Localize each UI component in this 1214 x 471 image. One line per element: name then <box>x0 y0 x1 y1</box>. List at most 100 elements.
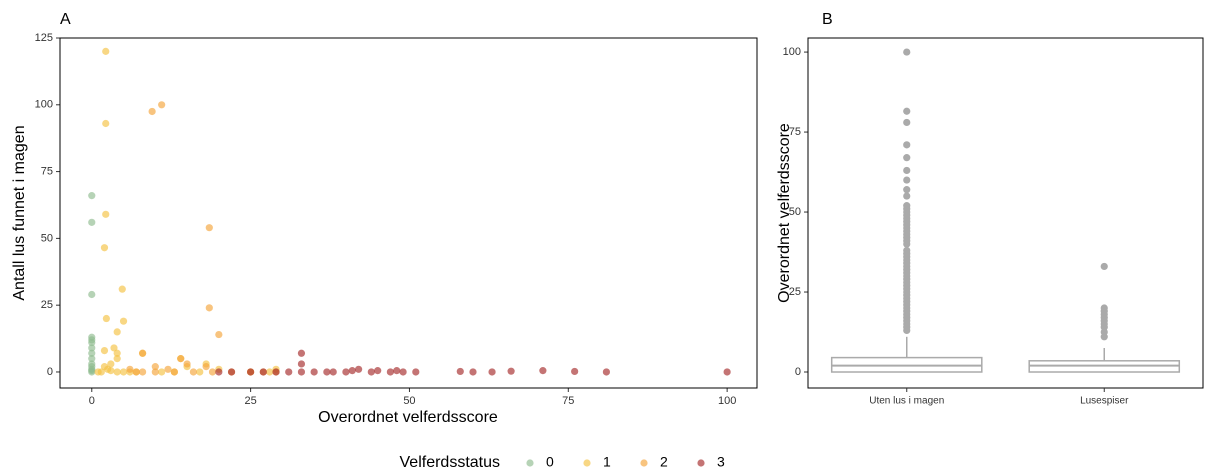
point <box>183 360 191 368</box>
outlier <box>903 246 911 255</box>
point <box>88 349 96 357</box>
point <box>196 368 204 376</box>
outlier <box>903 192 911 200</box>
point <box>126 365 134 373</box>
point <box>102 314 110 323</box>
panel-label: A <box>60 11 71 28</box>
legend-swatch <box>583 459 591 467</box>
outlier <box>903 141 911 149</box>
point <box>132 368 140 376</box>
point <box>723 368 731 376</box>
point <box>310 368 318 376</box>
point <box>113 328 121 336</box>
outlier <box>903 202 911 210</box>
y-tick-label: 50 <box>41 232 53 244</box>
y-axis-title: Antall lus funnet i magen <box>11 125 28 300</box>
point <box>148 107 156 116</box>
point <box>456 367 464 376</box>
point <box>119 368 128 376</box>
point <box>367 368 375 376</box>
y-tick-label: 100 <box>35 99 53 111</box>
point <box>100 244 109 252</box>
point <box>88 368 96 376</box>
point <box>107 367 115 375</box>
y-tick-label: 75 <box>789 126 801 138</box>
point <box>118 285 126 293</box>
outlier <box>903 176 911 184</box>
point <box>259 368 267 376</box>
legend-label: 2 <box>660 454 668 470</box>
legend-swatch <box>526 459 534 467</box>
point <box>393 367 401 375</box>
point <box>97 368 105 376</box>
point <box>227 368 236 376</box>
point <box>113 368 121 376</box>
point <box>215 330 223 339</box>
y-tick-label: 75 <box>41 165 53 177</box>
plot-frame <box>59 37 758 389</box>
point <box>158 101 166 109</box>
point <box>88 290 96 299</box>
point <box>102 210 110 218</box>
point <box>507 367 515 375</box>
point <box>177 355 185 363</box>
point <box>208 368 217 376</box>
outlier <box>1100 262 1108 271</box>
point <box>151 363 159 371</box>
panel-label: B <box>822 11 833 28</box>
point <box>342 368 350 376</box>
point <box>151 368 159 376</box>
point <box>158 368 166 376</box>
x-tick-label: 100 <box>718 395 736 407</box>
point <box>119 317 128 325</box>
x-tick-label: 25 <box>244 395 256 407</box>
y-tick-label: 25 <box>41 299 53 311</box>
point <box>348 367 356 375</box>
y-tick-label: 100 <box>783 46 801 58</box>
point <box>100 346 109 355</box>
x-tick-label: 50 <box>403 395 415 407</box>
outlier <box>903 154 911 162</box>
legend-title: Velferdsstatus <box>400 454 501 471</box>
point <box>571 367 579 376</box>
point <box>205 224 213 232</box>
point <box>488 368 496 376</box>
y-tick-label: 0 <box>47 366 53 378</box>
point <box>88 338 96 347</box>
point <box>297 349 306 357</box>
point <box>88 192 96 200</box>
point <box>215 368 223 376</box>
legend-label: 1 <box>603 454 611 470</box>
legend-label: 3 <box>717 454 725 470</box>
point <box>399 368 407 376</box>
legend-label: 0 <box>546 454 554 470</box>
x-tick-label: Lusespiser <box>1080 396 1129 407</box>
point <box>138 349 147 357</box>
point <box>170 368 178 376</box>
y-tick-label: 50 <box>789 206 801 218</box>
point <box>297 368 306 376</box>
outlier <box>1100 304 1108 312</box>
outlier <box>903 118 911 127</box>
y-axis-title: Overordnet velferdsscore <box>776 123 793 303</box>
point <box>202 363 210 371</box>
point <box>189 368 198 376</box>
point <box>110 344 118 352</box>
point <box>113 349 121 357</box>
point <box>285 368 293 376</box>
point <box>374 367 382 375</box>
point <box>539 367 547 375</box>
point <box>386 368 394 376</box>
point <box>205 304 213 312</box>
plot-frame <box>807 37 1204 389</box>
point <box>469 368 477 376</box>
point <box>355 365 363 373</box>
point <box>88 344 96 352</box>
point <box>138 368 147 376</box>
point <box>88 355 96 363</box>
outlier <box>903 107 911 115</box>
point <box>102 119 110 128</box>
point <box>297 360 306 368</box>
point <box>247 368 255 376</box>
